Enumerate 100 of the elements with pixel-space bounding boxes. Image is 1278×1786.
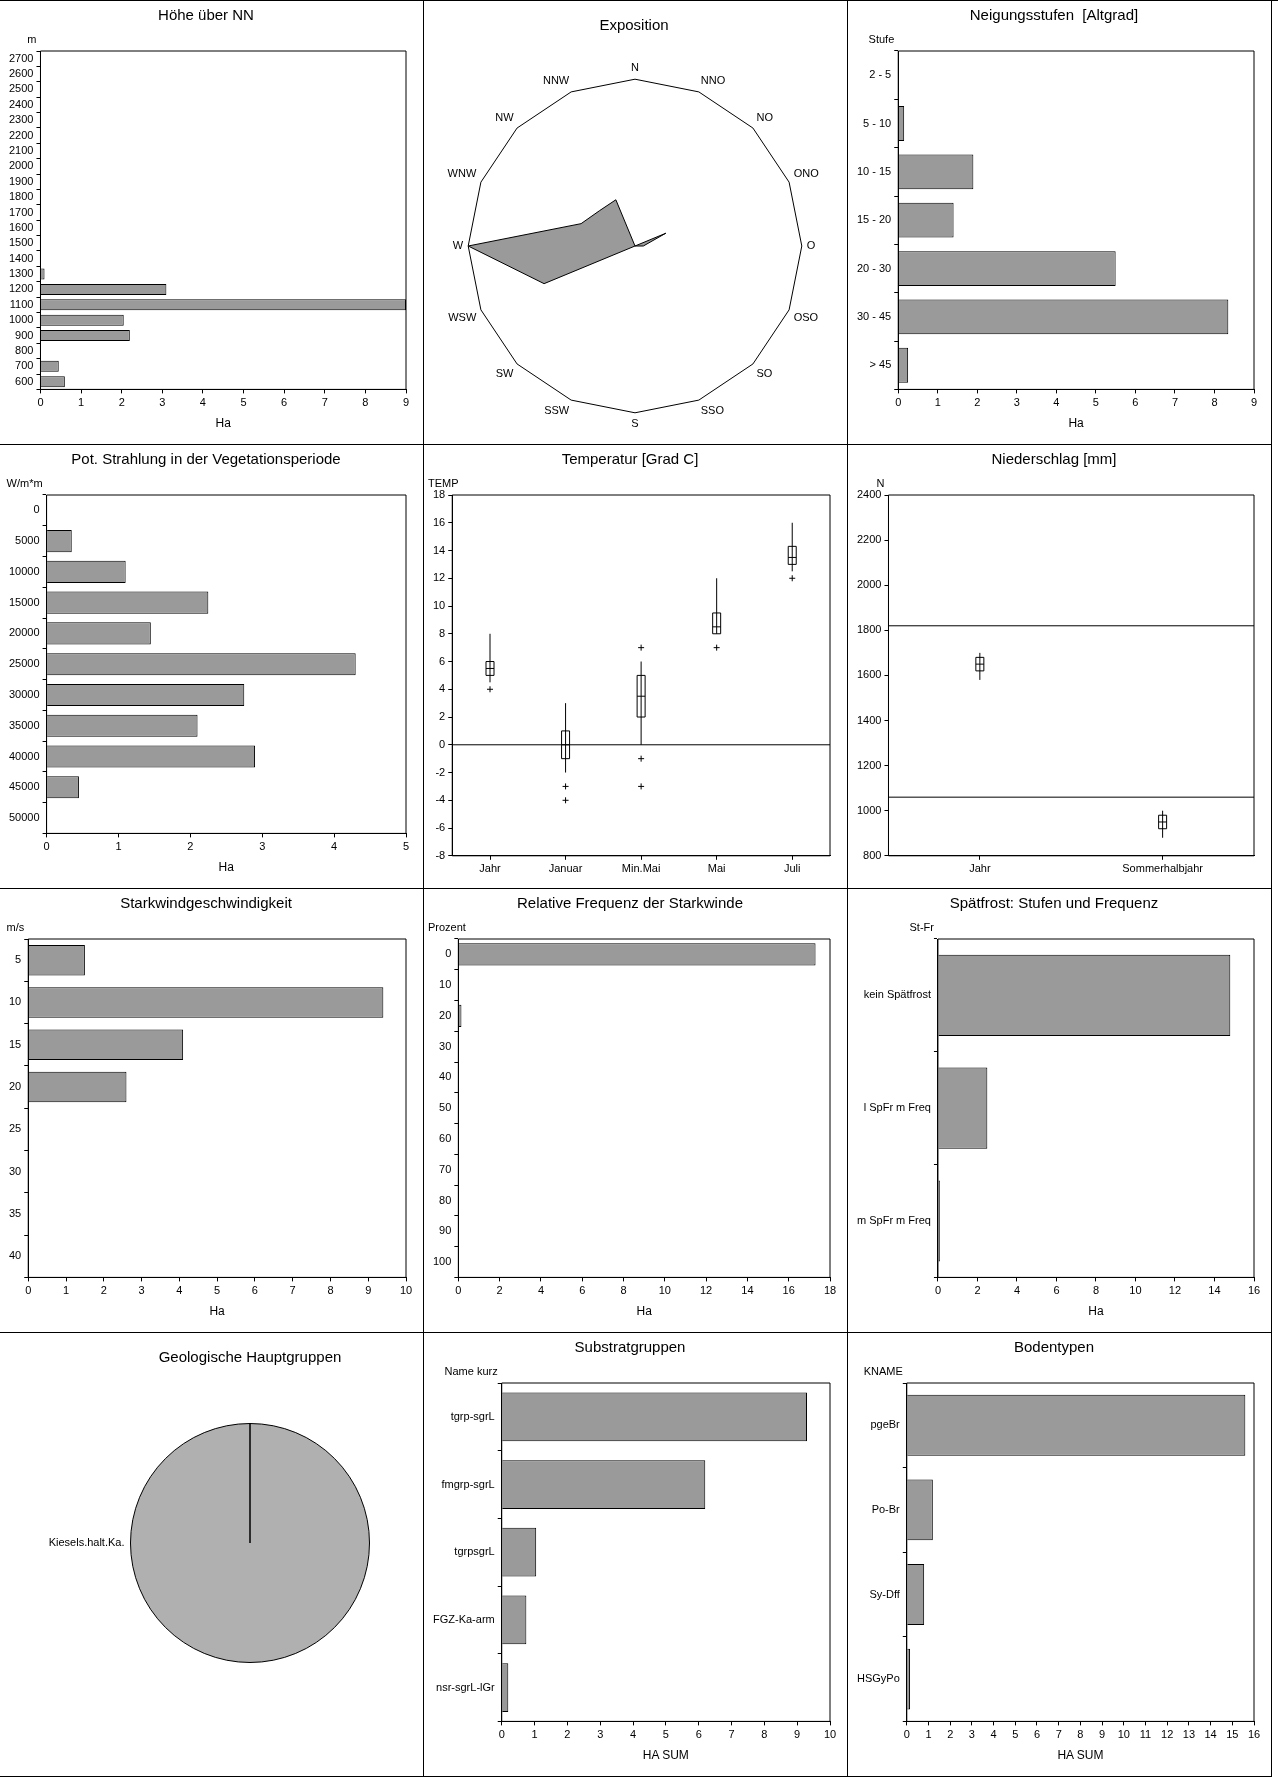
x-tick-label: 18	[823, 1284, 837, 1297]
y-tick-label: 15000	[8, 595, 40, 608]
x-tick-label: 1	[78, 396, 85, 409]
x-axis-title: Ha	[218, 860, 235, 875]
x-tick-label: 4	[199, 396, 206, 409]
y-axis-title: Name kurz	[444, 1364, 498, 1377]
y-tick-label: 40	[8, 1249, 22, 1262]
y-tick-label: 0	[439, 737, 446, 750]
y-tick-label: 90	[439, 1224, 452, 1237]
y-tick-label: 50000	[8, 811, 40, 824]
y-tick-label: 6	[439, 654, 446, 667]
slice-label: Kiesels.halt.Ka.	[48, 1536, 125, 1549]
x-tick-label: 3	[259, 840, 266, 853]
y-tick-label: 1700	[8, 205, 34, 218]
x-tick-label: 14	[1208, 1284, 1221, 1297]
x-tick-label: 3	[159, 396, 166, 409]
spoke-label: SW	[495, 367, 515, 380]
x-tick-label: 7	[289, 1284, 296, 1297]
x-tick-label: 5	[1012, 1728, 1019, 1741]
y-tick-label: 25	[8, 1122, 22, 1135]
y-tick-label: 10000	[8, 564, 40, 577]
y-tick-label: 5000	[15, 534, 40, 547]
spoke-label: ONO	[793, 166, 820, 179]
chart-title: Spätfrost: Stufen und Frequenz	[949, 894, 1159, 912]
y-tick-label: 1100	[9, 297, 34, 310]
y-tick-label: 10	[432, 599, 446, 612]
x-tick-label: 2	[564, 1728, 571, 1741]
chart-title: Exposition	[599, 16, 669, 34]
spoke-label: SO	[756, 367, 773, 380]
x-axis-title: Ha	[636, 1304, 653, 1319]
x-tick-label: 1	[934, 396, 941, 409]
y-tick-label: 35000	[8, 718, 40, 731]
y-tick-label: 1000	[8, 313, 34, 326]
x-tick-label: Juli	[783, 862, 801, 875]
x-tick-label: 8	[362, 396, 369, 409]
y-tick-label: FGZ-Ka-arm	[432, 1612, 495, 1625]
spoke-label: NNW	[542, 73, 570, 86]
y-tick-label: 10	[439, 978, 452, 991]
x-tick-label: 7	[321, 396, 328, 409]
x-tick-label: 2	[974, 396, 981, 409]
y-tick-label: 70	[439, 1162, 452, 1175]
y-tick-label: Sy-Dff	[869, 1587, 901, 1600]
y-tick-label: 800	[15, 343, 34, 356]
x-tick-label: 16	[782, 1284, 795, 1297]
y-tick-label: 2300	[8, 113, 34, 126]
y-tick-label: 5	[15, 953, 22, 966]
y-tick-label: 2100	[8, 144, 34, 157]
y-tick-label: 30	[439, 1039, 452, 1052]
spoke-label: NNO	[700, 73, 726, 86]
x-tick-label: 3	[1013, 396, 1020, 409]
x-tick-label: 11	[1139, 1728, 1152, 1741]
y-tick-label: 50	[439, 1101, 452, 1114]
x-tick-label: 2	[187, 840, 194, 853]
y-tick-label: 1900	[8, 174, 34, 187]
x-tick-label: 6	[281, 396, 288, 409]
y-tick-label: 1000	[856, 803, 882, 816]
y-tick-label: 2400	[8, 97, 34, 110]
x-tick-label: 2	[118, 396, 125, 409]
y-tick-label: Po-Br	[871, 1502, 901, 1515]
y-tick-label: 20 - 30	[857, 261, 892, 274]
x-tick-label: 6	[579, 1284, 586, 1297]
x-tick-label: Jahr	[969, 862, 991, 875]
chart-title: Niederschlag [mm]	[991, 450, 1117, 468]
y-tick-label: 800	[863, 848, 882, 861]
spoke-label: SSW	[544, 404, 570, 417]
x-tick-label: 4	[990, 1728, 997, 1741]
x-tick-label: 8	[761, 1728, 768, 1741]
x-axis-title: Ha	[1088, 1304, 1104, 1319]
x-tick-label: 2	[947, 1728, 954, 1741]
x-tick-label: Jahr	[479, 862, 502, 875]
y-axis-title: St-Fr	[909, 920, 935, 933]
x-tick-label: 14	[741, 1284, 754, 1297]
chart-title: Bodentypen	[1013, 1338, 1095, 1356]
spoke-label: NO	[756, 110, 774, 123]
x-tick-label: 10	[823, 1728, 837, 1741]
x-tick-label: 6	[1053, 1284, 1060, 1297]
y-tick-label: tgrpsgrL	[454, 1545, 495, 1558]
x-tick-label: 8	[620, 1284, 627, 1297]
x-tick-label: Min.Mai	[621, 862, 661, 875]
y-tick-label: 30 - 45	[857, 309, 892, 322]
x-tick-label: 9	[365, 1284, 372, 1297]
y-tick-label: 10 - 15	[857, 164, 892, 177]
chart-title: Geologische Hauptgruppen	[158, 1348, 342, 1366]
y-tick-label: 0	[33, 503, 40, 516]
y-tick-label: 80	[439, 1193, 452, 1206]
y-tick-label: -2	[435, 765, 446, 778]
y-tick-label: HSGyPo	[856, 1672, 900, 1685]
x-tick-label: 12	[699, 1284, 713, 1297]
y-tick-label: m SpFr m Freq	[857, 1214, 931, 1227]
x-tick-label: 12	[1161, 1728, 1174, 1741]
y-tick-label: 1600	[8, 220, 34, 233]
y-tick-label: -8	[435, 848, 446, 861]
x-tick-label: 4	[629, 1728, 637, 1741]
y-tick-label: 16	[432, 515, 446, 528]
y-tick-label: 5 - 10	[863, 116, 892, 129]
y-tick-label: 2200	[856, 533, 882, 546]
x-tick-label: 9	[794, 1728, 801, 1741]
y-tick-label: 18	[432, 488, 446, 501]
y-tick-label: 700	[15, 359, 34, 372]
y-tick-label: -4	[435, 793, 446, 806]
